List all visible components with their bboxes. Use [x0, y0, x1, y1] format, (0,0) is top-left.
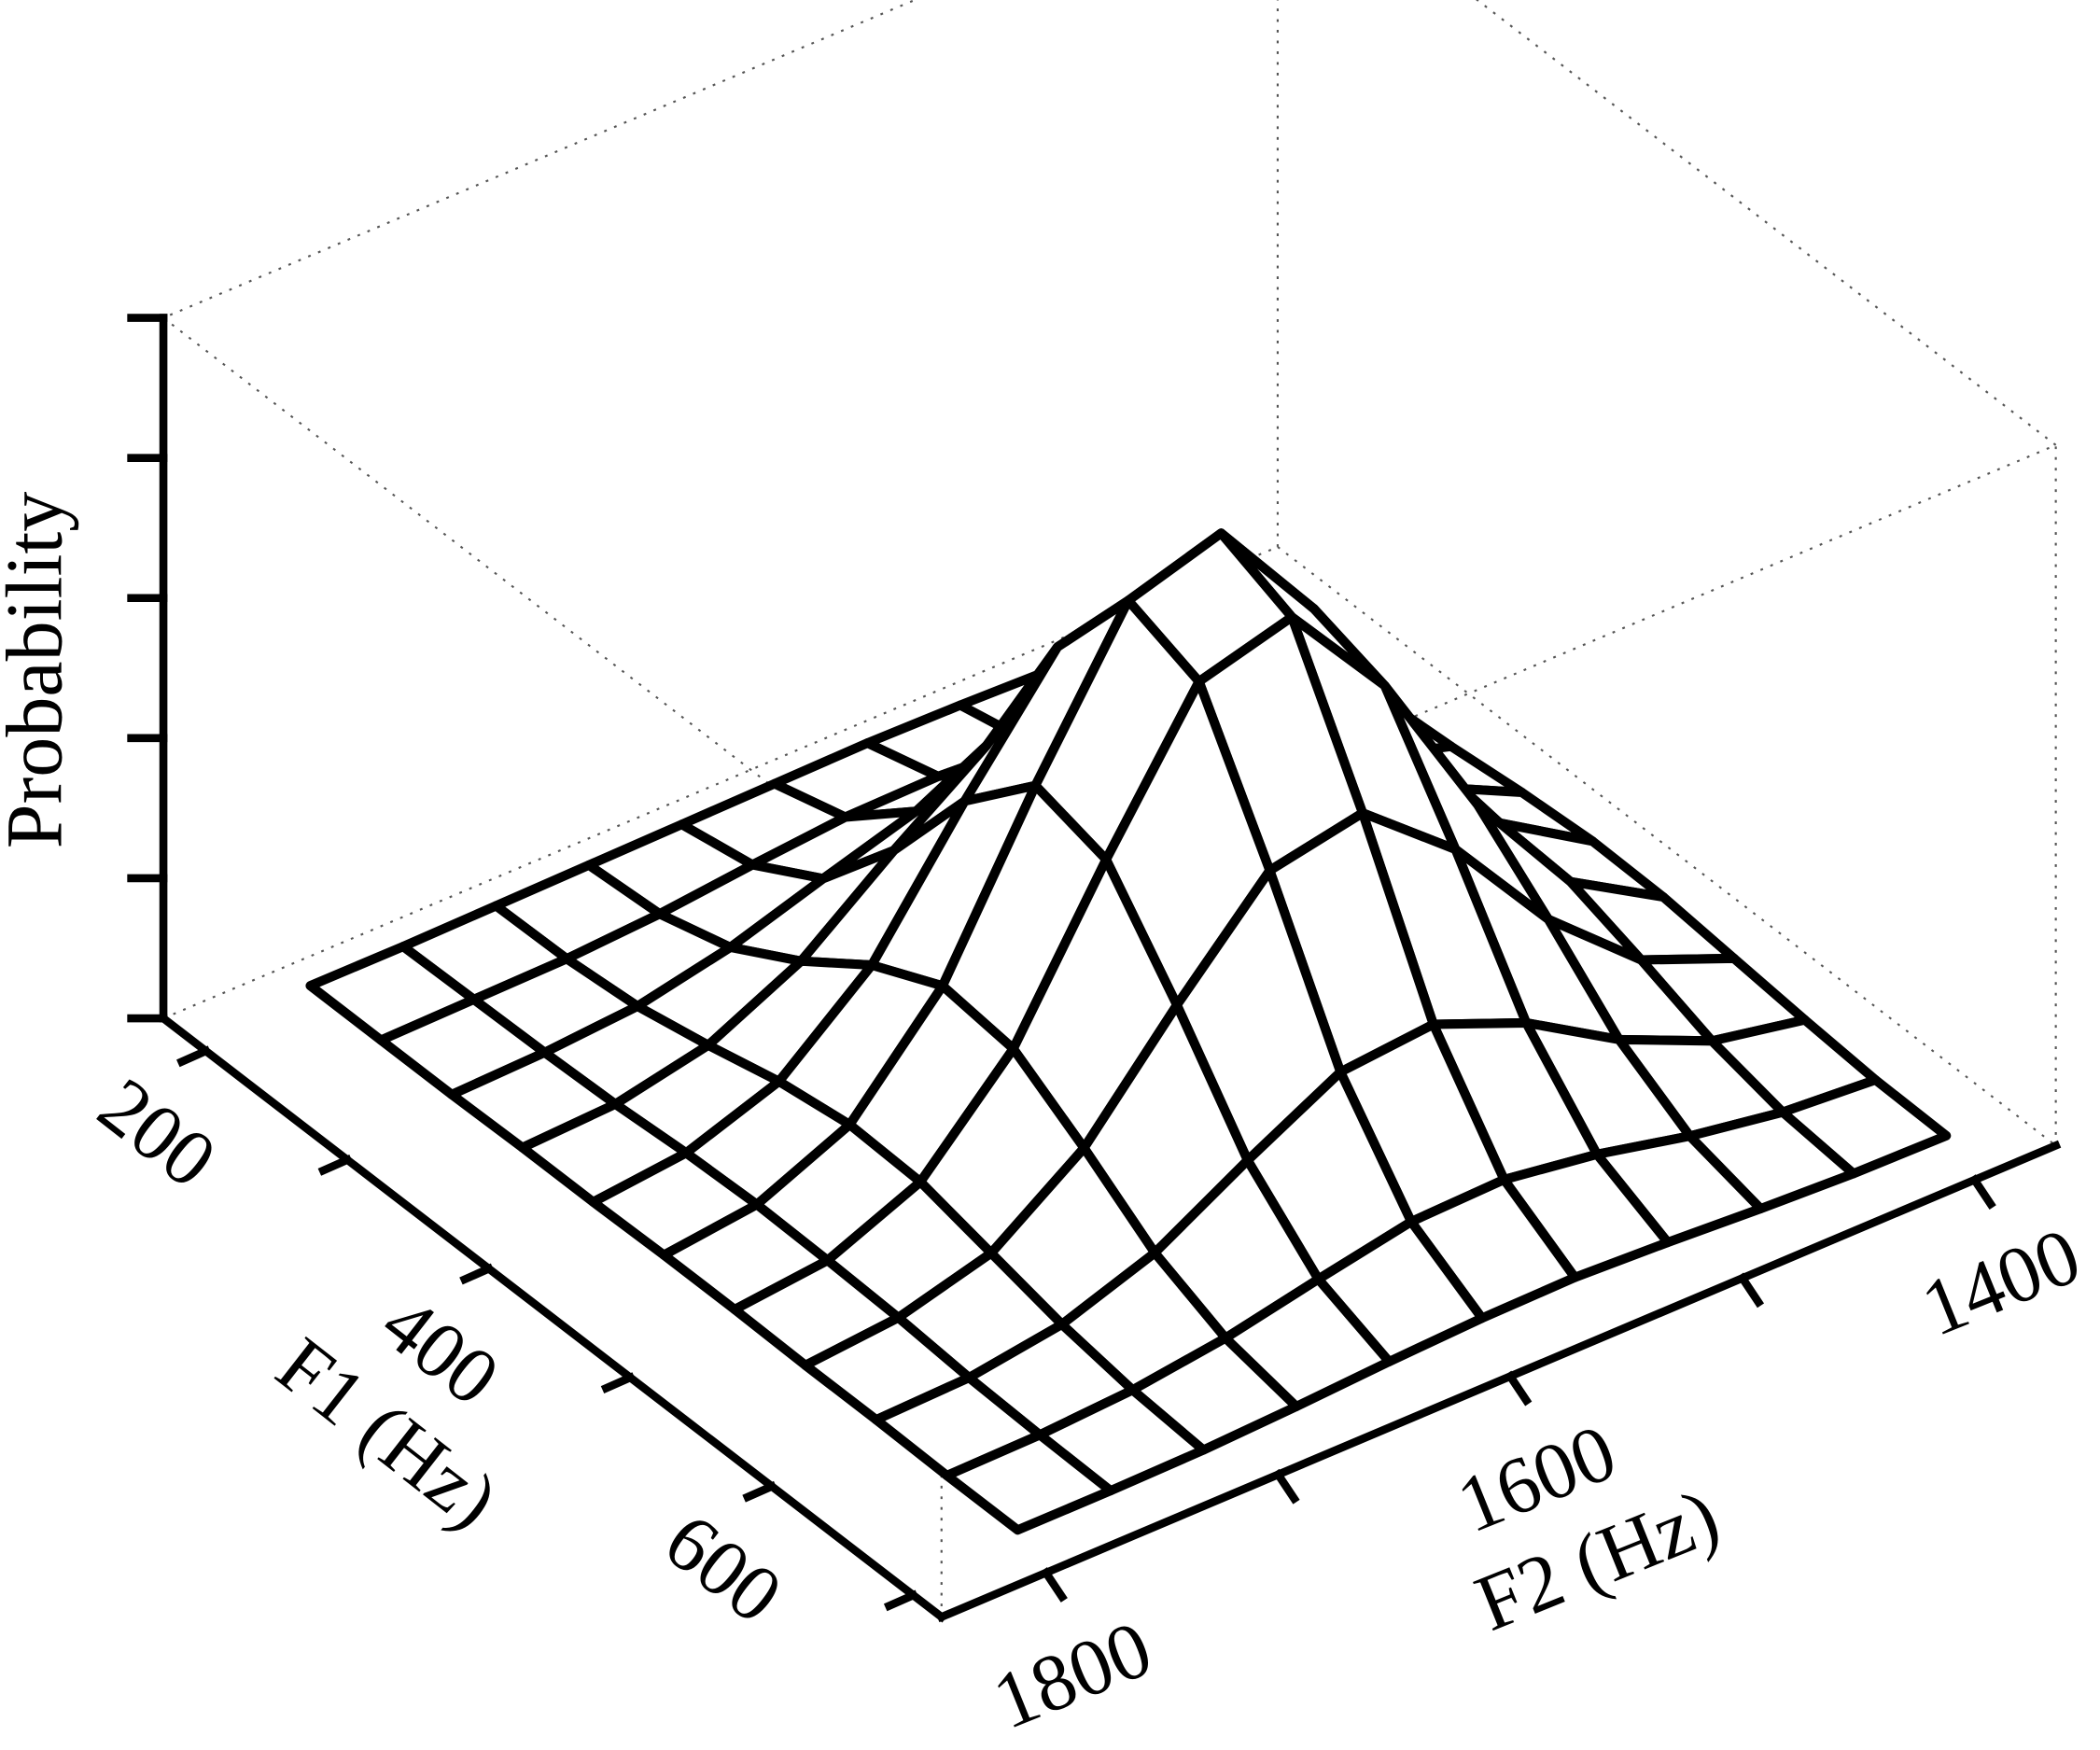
x-tick-label: 600 [649, 1495, 799, 1640]
y-tick [1505, 1370, 1533, 1407]
x-axis [158, 1013, 947, 1623]
y-tick-label: 1800 [981, 1603, 1164, 1746]
y-tick-label: 1400 [1910, 1211, 2093, 1354]
x-tick [176, 1045, 212, 1068]
y-tick [1736, 1272, 1765, 1309]
surface-cell [942, 1430, 1115, 1535]
y-axis [936, 1140, 2062, 1623]
x-tick [600, 1372, 636, 1394]
z-axis-label: Probability [0, 492, 79, 849]
x-tick-label: 200 [82, 1060, 232, 1205]
box-edge [941, 443, 2057, 917]
x-tick [317, 1154, 353, 1176]
y-tick [1040, 1567, 1068, 1603]
x-tick [459, 1263, 495, 1285]
y-tick [1968, 1174, 1996, 1210]
box-edge [1476, 0, 2057, 446]
y-tick [1272, 1468, 1300, 1505]
x-tick [883, 1589, 919, 1612]
x-tick [742, 1480, 777, 1503]
box-edge [162, 0, 917, 319]
